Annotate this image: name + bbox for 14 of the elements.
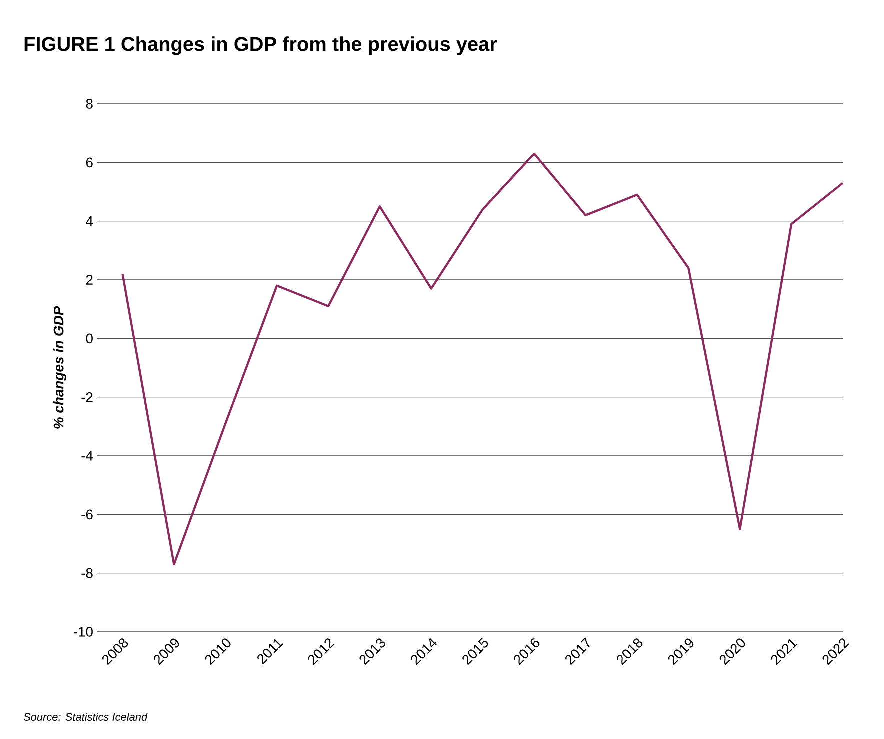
line-series [122,152,844,566]
source-note: Source: Statistics Iceland [24,712,148,722]
chart-title: FIGURE 1 Changes in GDP from the previous year [24,36,498,56]
y-tick-label: -6 [82,510,93,520]
y-tick-label: 4 [86,216,94,226]
y-tick-label: 0 [86,334,93,344]
y-axis-title: % changes in GDP [53,306,66,429]
y-tick-label: 2 [86,275,93,285]
y-tick-label: -10 [74,627,93,637]
y-tick-label: 8 [86,99,93,109]
y-tick-label: 6 [86,158,93,168]
y-tick-label: -4 [82,451,94,461]
y-tick-label: -2 [82,392,93,402]
y-tick-label: -8 [82,568,93,578]
